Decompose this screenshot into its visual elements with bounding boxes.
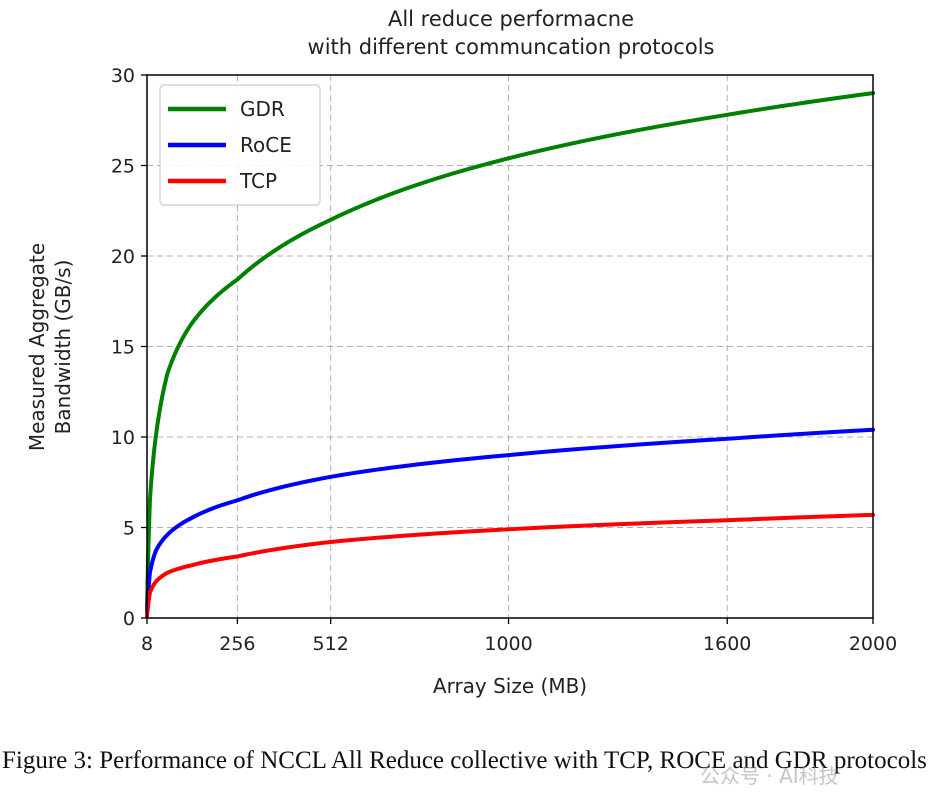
x-tick-label: 256 <box>219 633 255 655</box>
legend-box <box>159 84 321 206</box>
series-line-tcp <box>145 512 875 619</box>
y-axis-label-line-1: Measured Aggregate <box>25 243 49 451</box>
x-tick-label: 1600 <box>703 633 751 655</box>
legend-label-gdr: GDR <box>240 97 285 121</box>
chart-title-line-2: with different communcation protocols <box>308 35 715 59</box>
y-tick-label: 25 <box>111 156 135 178</box>
legend-label-tcp: TCP <box>239 169 277 193</box>
y-axis-label-line-2: Bandwidth (GB/s) <box>51 260 75 435</box>
y-axis-label: Measured Aggregate Bandwidth (GB/s) <box>25 243 75 451</box>
x-axis-label: Array Size (MB) <box>433 674 587 698</box>
x-tick-label: 2000 <box>849 633 897 655</box>
chart: All reduce performacne with different co… <box>25 7 897 698</box>
figure-caption: Figure 3: Performance of NCCL All Reduce… <box>2 747 927 774</box>
y-tick-label: 30 <box>111 65 135 87</box>
x-tick-label: 1000 <box>484 633 532 655</box>
x-tick-label: 8 <box>141 633 153 655</box>
y-tick-label: 20 <box>111 246 135 268</box>
y-tick-label: 10 <box>111 427 135 449</box>
series-line-roce <box>145 427 875 615</box>
chart-title-line-1: All reduce performacne <box>388 7 634 31</box>
y-tick-label: 0 <box>123 608 135 630</box>
y-tick-label: 5 <box>123 518 135 540</box>
legend-items: GDR RoCE TCP <box>168 97 292 193</box>
x-tick-label: 512 <box>313 633 349 655</box>
legend: GDR RoCE TCP <box>159 84 321 206</box>
series-line-gdr <box>145 91 875 611</box>
legend-label-roce: RoCE <box>240 133 292 157</box>
y-tick-label: 15 <box>111 337 135 359</box>
watermark: 公众号 · AI科技 <box>700 764 839 788</box>
axis-ticks: 8 256 512 1000 1600 2000 0 5 10 15 20 25 30 <box>111 65 897 655</box>
data-series <box>145 91 875 619</box>
